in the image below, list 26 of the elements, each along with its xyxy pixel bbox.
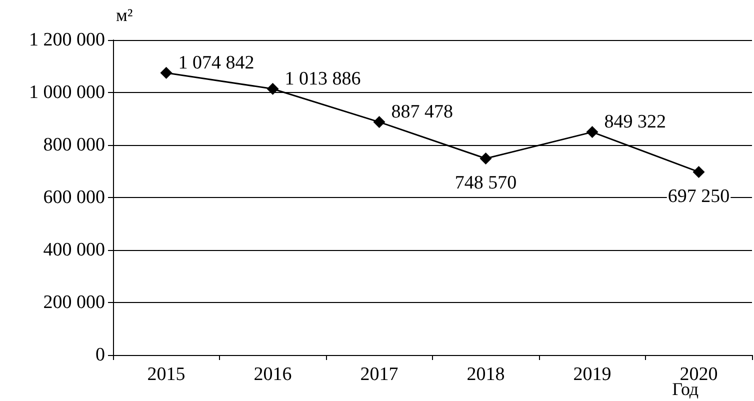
y-tick-label: 800 000	[43, 134, 105, 156]
data-label: 1 074 842	[178, 52, 254, 74]
y-tick-label: 0	[96, 344, 105, 366]
x-tick-label: 2018	[466, 364, 505, 385]
point	[373, 116, 386, 128]
x-axis-title: Год	[672, 379, 699, 399]
data-label: 849 322	[604, 112, 666, 133]
x-tick-label: 2017	[360, 364, 398, 385]
data-label: 1 013 886	[284, 68, 361, 90]
point	[586, 126, 598, 138]
point	[480, 152, 492, 164]
x-tick-label: 2015	[147, 364, 186, 385]
y-tick-label: 200 000	[43, 292, 105, 313]
y-tick-label: 400 000	[43, 240, 105, 260]
data-label: 697 250	[668, 186, 730, 207]
data-label: 748 570	[454, 172, 517, 194]
point	[160, 66, 172, 79]
y-axis-title: м²	[116, 5, 133, 25]
y-tick-label: 1 200 000	[29, 30, 105, 50]
x-tick-label: 2016	[254, 364, 292, 385]
y-tick-label: 600 000	[43, 187, 105, 208]
data-label: 887 478	[391, 102, 453, 123]
point	[266, 82, 279, 95]
x-tick-label: 2019	[573, 364, 612, 385]
point	[692, 166, 705, 178]
y-tick-label: 1 000 000	[29, 82, 105, 103]
